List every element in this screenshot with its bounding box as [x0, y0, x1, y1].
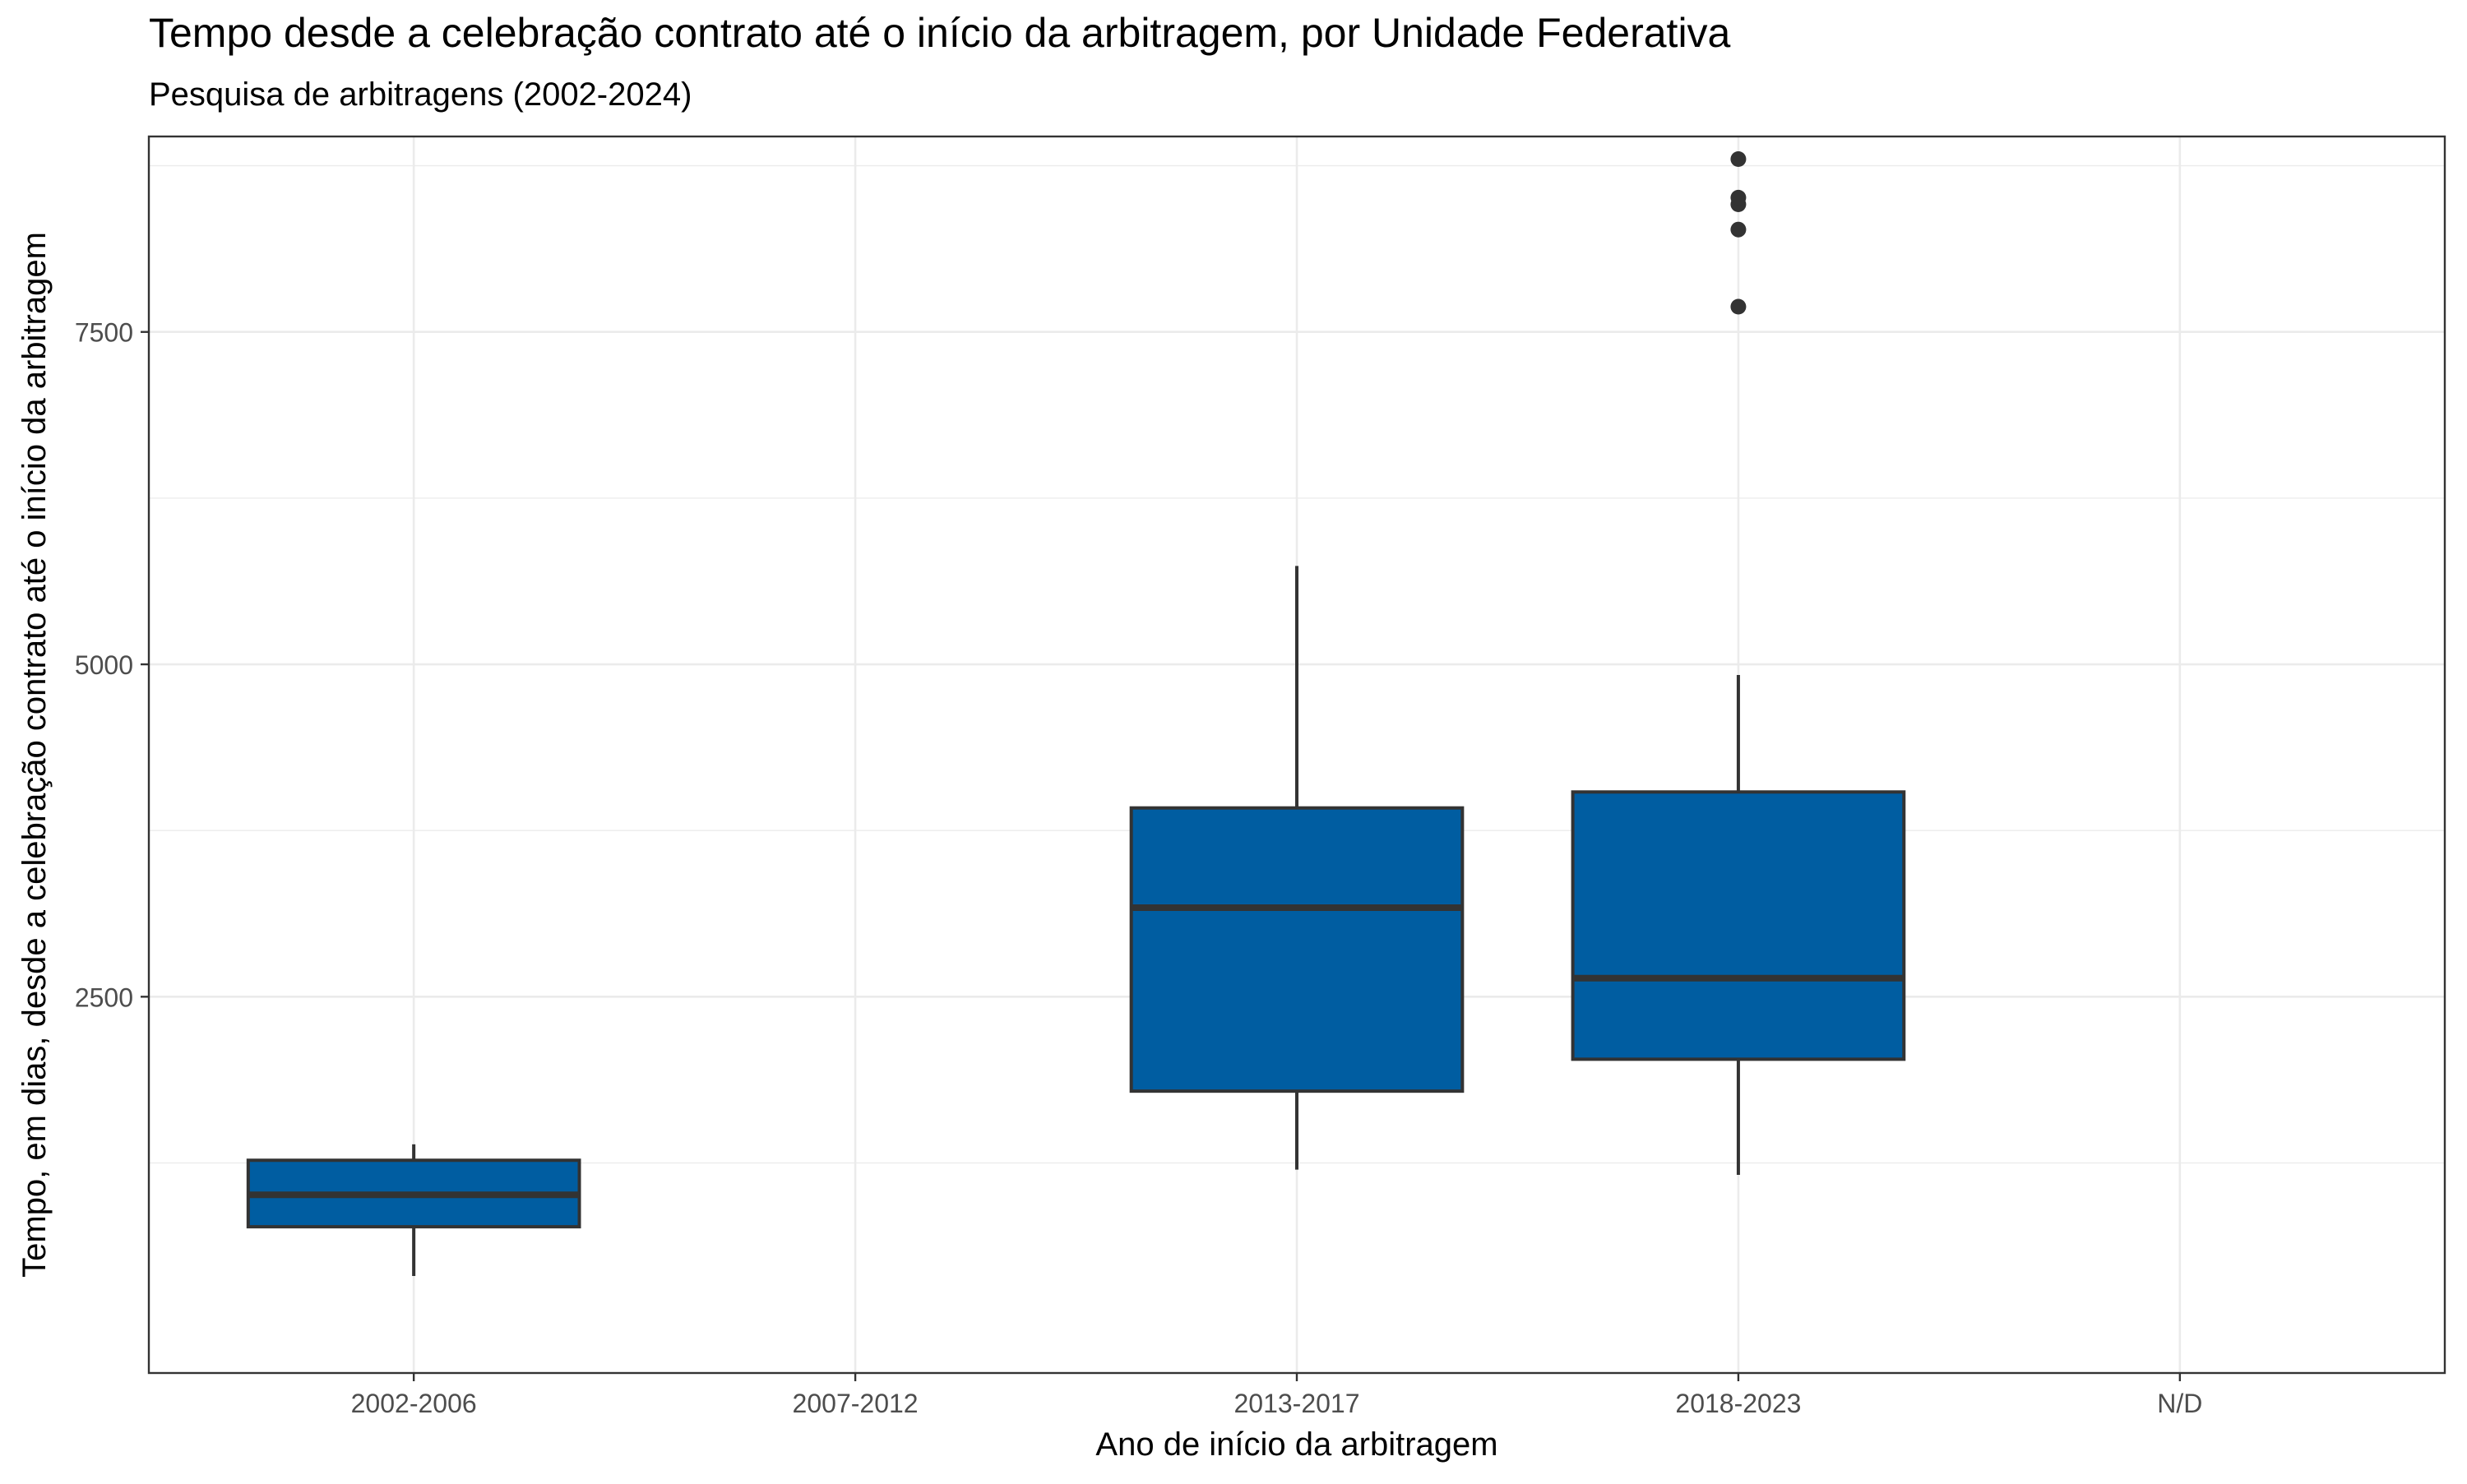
outlier-point: [1730, 221, 1747, 238]
outlier-point: [1730, 150, 1747, 167]
x-tick-label: 2007-2012: [793, 1389, 919, 1418]
x-tick-label: 2018-2023: [1675, 1389, 1801, 1418]
box: [1571, 790, 1906, 1061]
y-tick-label: 7500: [75, 318, 133, 348]
outlier-point: [1730, 298, 1747, 315]
x-tick-label: 2002-2006: [351, 1389, 477, 1418]
boxes: [246, 150, 1906, 1276]
x-tick-label: 2013-2017: [1234, 1389, 1359, 1418]
axes: 2500 5000 7500 2002-2006 2007-2012 2013-2017 2…: [75, 318, 2203, 1418]
y-tick-label: 2500: [75, 982, 133, 1012]
x-tick-label: N/D: [2157, 1389, 2202, 1418]
y-tick-label: 5000: [75, 650, 133, 680]
x-axis-title: Ano de início da arbitragem: [1095, 1426, 1497, 1463]
box: [1129, 806, 1465, 1093]
chart-title: Tempo desde a celebração contrato até o …: [149, 10, 1731, 56]
y-axis-title: Tempo, em dias, desde a celebração contr…: [16, 232, 53, 1278]
outlier-point: [1730, 189, 1747, 206]
chart-subtitle: Pesquisa de arbitragens (2002-2024): [149, 76, 692, 113]
